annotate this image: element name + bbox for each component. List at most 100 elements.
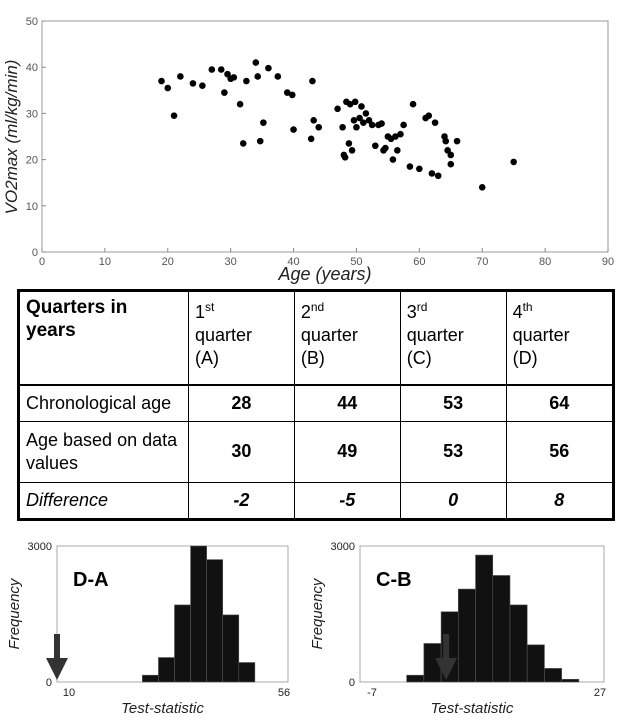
scatter-point	[447, 160, 455, 168]
table-cell: 28	[188, 384, 295, 422]
x-tick-label: 10	[63, 687, 75, 699]
scatter-point	[510, 158, 517, 166]
row-label-difference: Difference	[18, 482, 189, 520]
table-cell: 64	[505, 384, 615, 422]
histogram-bar	[544, 668, 562, 683]
q3-sup: rd	[416, 300, 428, 314]
scatter-point	[243, 77, 250, 85]
x-tick-label: 60	[413, 256, 425, 268]
scatter-point	[351, 98, 359, 106]
y-tick-label: 40	[26, 62, 38, 74]
scatter-point	[406, 163, 414, 170]
scatter-point	[416, 165, 423, 173]
scatter-point	[372, 142, 379, 150]
y-tick-label: 0	[32, 247, 38, 259]
scatter-point	[382, 144, 389, 152]
scatter-point	[434, 172, 442, 180]
scatter-point	[394, 147, 401, 154]
q1-sup: st	[205, 300, 215, 314]
scatter-point	[260, 119, 267, 126]
observed-value-arrowhead	[46, 658, 68, 680]
table-header-q2: 2nd quarter (B)	[293, 289, 401, 386]
y-tick-label: 3000	[331, 541, 355, 553]
scatter-point	[397, 130, 404, 138]
scatter-point	[389, 156, 397, 163]
histogram-bar	[492, 575, 511, 683]
scatter-point	[442, 137, 450, 145]
table-row: Chronological age 28 44 53 64	[18, 384, 615, 422]
scatter-point	[230, 74, 238, 81]
table-cell: 30	[188, 420, 295, 484]
observed-value-arrowhead	[435, 658, 458, 680]
quarters-table: Quarters in years 1st quarter (A) 2nd qu…	[17, 289, 615, 521]
scatter-plot-frame	[41, 20, 609, 253]
scatter-point	[170, 112, 178, 120]
scatter-point	[425, 112, 433, 120]
y-axis-label: Frequency	[311, 577, 326, 649]
x-tick-label: 80	[539, 256, 551, 268]
scatter-chart: 0 10 20 30 40 50 60 70 80 90 0 10 20 30 40 50 Age (yea…	[2, 16, 614, 284]
q3-number: 3	[406, 302, 417, 322]
histogram-d-a: D-A 3000 0 10 56 Test-statistic Frequency	[6, 541, 290, 717]
scatter-point	[254, 73, 262, 80]
q1-number: 1	[195, 302, 206, 322]
scatter-point	[345, 140, 353, 147]
q4-word: quarter	[512, 325, 570, 345]
scatter-point	[478, 184, 486, 191]
scatter-point	[252, 59, 260, 66]
x-tick-label: 10	[99, 256, 111, 268]
histogram-title: C-B	[376, 569, 412, 591]
scatter-point	[444, 147, 451, 154]
scatter-point	[224, 70, 231, 78]
q3-letter: (C)	[406, 348, 432, 368]
scatter-point	[368, 121, 376, 129]
q4-sup: th	[522, 300, 533, 314]
scatter-point	[365, 117, 373, 124]
scatter-x-axis-label: Age (years)	[277, 264, 371, 284]
table-header-label-cell: Quarters in years	[18, 289, 189, 386]
table-header-q4: 4th quarter (D)	[505, 289, 615, 386]
scatter-point	[189, 80, 197, 87]
y-tick-label: 20	[26, 155, 38, 167]
scatter-point	[431, 119, 439, 126]
x-axis-label: Test-statistic	[431, 700, 514, 717]
y-axis-label: Frequency	[6, 577, 23, 649]
histogram-bar	[509, 604, 528, 683]
scatter-point	[346, 100, 354, 108]
x-tick-label: 20	[162, 256, 174, 268]
scatter-point	[283, 89, 291, 96]
table-cell: -2	[188, 482, 295, 520]
row-label-age-based-on-data: Age based on data values	[18, 420, 189, 484]
scatter-point	[239, 140, 247, 147]
x-tick-label: 40	[287, 256, 299, 268]
histogram-bar	[222, 614, 240, 683]
scatter-point	[348, 147, 356, 154]
x-tick-label: 27	[594, 687, 606, 699]
y-tick-label: 0	[349, 677, 355, 689]
table-header-q1: 1st quarter (A)	[188, 289, 295, 386]
scatter-point	[164, 84, 172, 92]
table-header-label: Quarters in years	[26, 297, 128, 341]
x-tick-label: 50	[350, 256, 362, 268]
scatter-point	[307, 135, 315, 143]
table-cell: 49	[293, 420, 401, 484]
row-label-chronological-age: Chronological age	[18, 384, 189, 422]
table-row: Age based on data values 30 49 53 56	[18, 420, 615, 484]
histogram-bar	[406, 674, 425, 683]
histogram-bar	[475, 554, 494, 683]
scatter-point	[378, 120, 385, 127]
scatter-point	[362, 110, 370, 117]
x-tick-label: 56	[278, 687, 290, 699]
scatter-point	[265, 64, 272, 72]
histogram-bar	[526, 644, 545, 683]
scatter-point	[409, 100, 417, 108]
y-tick-label: 30	[26, 108, 38, 120]
q3-word: quarter	[406, 325, 464, 345]
scatter-point	[358, 103, 365, 110]
scatter-point	[447, 151, 455, 159]
scatter-point	[428, 170, 436, 177]
scatter-point	[236, 100, 244, 108]
scatter-point	[315, 123, 323, 131]
x-tick-label: -7	[367, 687, 377, 699]
table-cell: 8	[505, 482, 615, 520]
